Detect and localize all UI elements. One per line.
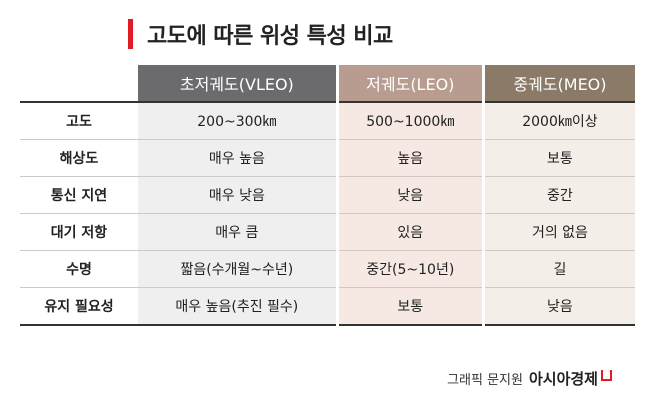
header-corner [20,65,138,102]
graphic-credit: 그래픽 문지원 [447,373,523,388]
row-label: 고도 [20,101,138,140]
cell-leo: 있음 [337,213,485,251]
row-label: 해상도 [20,139,138,177]
row-label: 유지 필요성 [20,287,138,326]
table-row: 유지 필요성 매우 높음(추진 필수) 보통 낮음 [20,287,635,326]
cell-vleo: 매우 높음 [138,139,339,177]
cell-meo: 낮음 [483,287,635,326]
cell-meo: 보통 [483,139,635,177]
row-label: 대기 저항 [20,213,138,251]
header-vleo: 초저궤도(VLEO) [138,65,339,102]
cell-vleo: 짧음(수개월~수년) [138,250,339,288]
title-accent-bar [128,19,133,49]
table-row: 통신 지연 매우 낮음 낮음 중간 [20,176,635,214]
cell-vleo: 매우 낮음 [138,176,339,214]
cell-meo: 중간 [483,176,635,214]
credit-line: 그래픽 문지원 아시아경제 [447,368,612,389]
table-row: 해상도 매우 높음 높음 보통 [20,139,635,177]
row-label: 통신 지연 [20,176,138,214]
table-row: 고도 200~300㎞ 500~1000㎞ 2000㎞이상 [20,101,635,140]
cell-vleo: 매우 높음(추진 필수) [138,287,339,326]
publisher-logo: 아시아경제 [528,370,598,388]
page-title: 고도에 따른 위성 특성 비교 [147,24,393,49]
cell-leo: 높음 [337,139,485,177]
cell-vleo: 매우 큼 [138,213,339,251]
header-leo: 저궤도(LEO) [337,65,485,102]
publisher-mark-icon [601,370,612,381]
header-meo: 중궤도(MEO) [483,65,635,102]
table-row: 대기 저항 매우 큼 있음 거의 없음 [20,213,635,251]
cell-leo: 500~1000㎞ [337,101,485,140]
cell-leo: 낮음 [337,176,485,214]
cell-meo: 2000㎞이상 [483,101,635,140]
comparison-table: 초저궤도(VLEO) 저궤도(LEO) 중궤도(MEO) 고도 200~300㎞… [20,65,635,326]
cell-leo: 중간(5~10년) [337,250,485,288]
cell-vleo: 200~300㎞ [138,101,339,140]
row-label: 수명 [20,250,138,288]
cell-meo: 길 [483,250,635,288]
cell-meo: 거의 없음 [483,213,635,251]
table-row: 수명 짧음(수개월~수년) 중간(5~10년) 길 [20,250,635,288]
table-header-row: 초저궤도(VLEO) 저궤도(LEO) 중궤도(MEO) [20,65,635,102]
title-area: 고도에 따른 위성 특성 비교 [128,18,393,50]
cell-leo: 보통 [337,287,485,326]
